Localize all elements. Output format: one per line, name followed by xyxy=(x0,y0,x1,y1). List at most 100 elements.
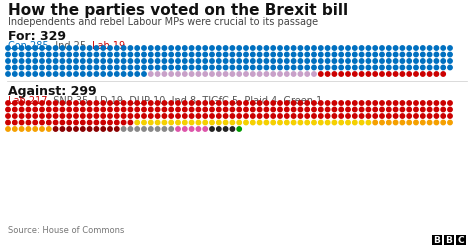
Circle shape xyxy=(420,102,425,106)
Circle shape xyxy=(251,108,255,112)
Circle shape xyxy=(196,72,201,77)
Circle shape xyxy=(373,121,377,125)
Circle shape xyxy=(332,102,337,106)
Circle shape xyxy=(142,114,146,119)
Circle shape xyxy=(346,66,350,70)
Circle shape xyxy=(264,72,269,77)
Circle shape xyxy=(271,53,275,58)
Circle shape xyxy=(305,46,310,51)
Circle shape xyxy=(121,102,126,106)
Circle shape xyxy=(257,66,262,70)
Circle shape xyxy=(6,102,10,106)
Circle shape xyxy=(60,72,64,77)
Circle shape xyxy=(19,127,24,132)
Circle shape xyxy=(142,46,146,51)
Circle shape xyxy=(292,102,296,106)
Circle shape xyxy=(380,102,384,106)
Circle shape xyxy=(155,114,160,119)
Circle shape xyxy=(441,46,446,51)
Circle shape xyxy=(60,121,64,125)
Circle shape xyxy=(19,102,24,106)
Circle shape xyxy=(339,60,343,64)
Circle shape xyxy=(81,60,85,64)
Circle shape xyxy=(40,127,44,132)
Circle shape xyxy=(244,53,248,58)
Circle shape xyxy=(74,114,78,119)
Circle shape xyxy=(434,114,438,119)
Circle shape xyxy=(332,108,337,112)
Circle shape xyxy=(237,66,241,70)
Circle shape xyxy=(40,66,44,70)
Circle shape xyxy=(128,53,133,58)
Circle shape xyxy=(162,53,166,58)
Circle shape xyxy=(325,60,330,64)
Circle shape xyxy=(400,102,405,106)
Circle shape xyxy=(319,108,323,112)
Circle shape xyxy=(94,66,99,70)
Circle shape xyxy=(366,60,371,64)
Circle shape xyxy=(407,53,411,58)
Circle shape xyxy=(108,102,112,106)
Circle shape xyxy=(149,114,153,119)
Circle shape xyxy=(332,114,337,119)
Circle shape xyxy=(101,121,105,125)
Circle shape xyxy=(244,114,248,119)
Text: , SNP 35, LD 19, DUP 10, Ind 8, TIGfC 5, Plaid 4, Green 1: , SNP 35, LD 19, DUP 10, Ind 8, TIGfC 5,… xyxy=(47,96,323,106)
Circle shape xyxy=(257,102,262,106)
Circle shape xyxy=(101,108,105,112)
Circle shape xyxy=(115,46,119,51)
Circle shape xyxy=(169,121,173,125)
Circle shape xyxy=(407,72,411,77)
Circle shape xyxy=(203,46,208,51)
Circle shape xyxy=(67,60,72,64)
Circle shape xyxy=(278,46,282,51)
Circle shape xyxy=(87,66,92,70)
Circle shape xyxy=(332,46,337,51)
Circle shape xyxy=(393,114,398,119)
Circle shape xyxy=(67,102,72,106)
Circle shape xyxy=(373,60,377,64)
Circle shape xyxy=(182,53,187,58)
Circle shape xyxy=(13,72,17,77)
Circle shape xyxy=(441,108,446,112)
Circle shape xyxy=(60,108,64,112)
Circle shape xyxy=(196,60,201,64)
Circle shape xyxy=(393,121,398,125)
Circle shape xyxy=(210,60,214,64)
Circle shape xyxy=(393,66,398,70)
Circle shape xyxy=(359,46,364,51)
Circle shape xyxy=(13,108,17,112)
Text: For: 329: For: 329 xyxy=(8,30,66,43)
Circle shape xyxy=(13,46,17,51)
Circle shape xyxy=(54,121,58,125)
Circle shape xyxy=(94,53,99,58)
Circle shape xyxy=(87,127,92,132)
Circle shape xyxy=(149,60,153,64)
Circle shape xyxy=(149,66,153,70)
Circle shape xyxy=(196,53,201,58)
Circle shape xyxy=(305,53,310,58)
Circle shape xyxy=(278,108,282,112)
Circle shape xyxy=(298,72,302,77)
Circle shape xyxy=(13,127,17,132)
Circle shape xyxy=(271,108,275,112)
Circle shape xyxy=(244,66,248,70)
Circle shape xyxy=(33,66,37,70)
Circle shape xyxy=(67,121,72,125)
Circle shape xyxy=(142,102,146,106)
Circle shape xyxy=(182,102,187,106)
Circle shape xyxy=(26,108,31,112)
Circle shape xyxy=(94,46,99,51)
Circle shape xyxy=(121,108,126,112)
Circle shape xyxy=(400,66,405,70)
Circle shape xyxy=(325,46,330,51)
Circle shape xyxy=(6,114,10,119)
Circle shape xyxy=(40,72,44,77)
Circle shape xyxy=(373,46,377,51)
Circle shape xyxy=(230,53,235,58)
Circle shape xyxy=(312,53,316,58)
Circle shape xyxy=(101,102,105,106)
Circle shape xyxy=(169,60,173,64)
Circle shape xyxy=(387,46,391,51)
Circle shape xyxy=(319,72,323,77)
